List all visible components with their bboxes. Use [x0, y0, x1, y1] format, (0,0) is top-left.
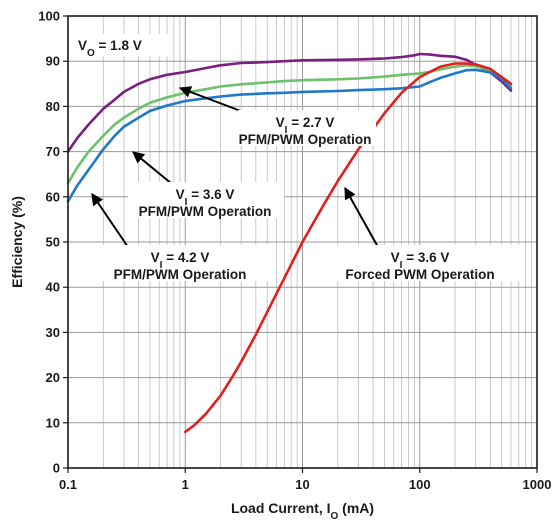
chart-series-group — [66, 52, 513, 434]
y-tick-label: 70 — [46, 144, 60, 159]
annotation-symbol: V — [151, 250, 160, 265]
tick-labels: 0.1 1 10 100 1000 0 10 20 30 40 50 60 70 80 90 100 — [38, 9, 551, 493]
y-tick-label: 30 — [46, 325, 60, 340]
annotation-subscript: I — [400, 260, 403, 271]
x-axis-title-subscript: O — [331, 511, 339, 522]
annotation-text: PFM/PWM Operation — [114, 267, 247, 282]
x-tick-label: 1000 — [523, 477, 552, 492]
y-tick-label: 80 — [46, 99, 60, 114]
y-tick-label: 60 — [46, 189, 60, 204]
annotation-value: = 2.7 V — [287, 115, 334, 130]
x-tick-label: 0.1 — [59, 477, 77, 492]
arrow-vi36f — [344, 186, 379, 248]
annotation-symbol: V — [176, 187, 185, 202]
annotation-line: PFM/PWM Operation — [139, 204, 272, 219]
arrow-vi36 — [132, 151, 173, 185]
y-axis-title: Efficiency (%) — [9, 196, 25, 288]
arrow-vi42 — [91, 193, 129, 248]
x-axis-title-main: Load Current, I — [231, 500, 331, 516]
annotation-background — [325, 245, 525, 281]
y-tick-label: 100 — [38, 9, 60, 24]
annotation-line: VO = 1.8 V — [78, 38, 142, 59]
series-line-vi-2-7 — [66, 52, 513, 153]
y-tick-label: 0 — [53, 461, 60, 476]
annotation-line: VI = 2.7 V — [276, 115, 335, 136]
y-tick-label: 90 — [46, 54, 60, 69]
x-tick-label: 100 — [409, 477, 431, 492]
annotation-background — [128, 182, 284, 218]
annotation-background — [74, 34, 172, 56]
annotation-line: PFM/PWM Operation — [114, 267, 247, 282]
annotation-vo: VO = 1.8 V — [74, 34, 172, 59]
series-line-vi-3-6-pfm — [66, 64, 513, 185]
series-line-vi-4-2 — [66, 68, 513, 203]
series-line-vi-3-6-forced — [184, 62, 513, 434]
annotation-background — [238, 110, 376, 146]
annotation-subscript: I — [285, 125, 288, 136]
annotation-line: VI = 3.6 V — [391, 250, 450, 271]
annotation-value: = 1.8 V — [95, 38, 142, 53]
x-axis-title-suffix: (mA) — [338, 500, 374, 516]
x-tick-label: 1 — [182, 477, 189, 492]
annotation-text: PFM/PWM Operation — [239, 132, 372, 147]
y-tick-label: 20 — [46, 370, 60, 385]
arrow-vi27 — [178, 86, 247, 114]
annotation-value: = 3.6 V — [187, 187, 234, 202]
annotation-text: Forced PWM Operation — [345, 267, 494, 282]
annotation-background — [86, 245, 268, 281]
annotation-line: Forced PWM Operation — [345, 267, 494, 282]
annotation-subscript: O — [87, 48, 95, 59]
annotation-symbol: V — [78, 38, 87, 53]
y-tick-label: 50 — [46, 235, 60, 250]
annotation-value: = 4.2 V — [162, 250, 209, 265]
x-axis-title: Load Current, IO (mA) — [231, 500, 374, 522]
annotation-symbol: V — [391, 250, 400, 265]
annotation-arrows — [91, 86, 379, 248]
annotation-subscript: I — [185, 197, 188, 208]
y-tick-label: 10 — [46, 415, 60, 430]
annotation-text: PFM/PWM Operation — [139, 204, 272, 219]
annotation-line: VI = 4.2 V — [151, 250, 210, 271]
annotation-value: = 3.6 V — [402, 250, 449, 265]
annotation-line: PFM/PWM Operation — [239, 132, 372, 147]
annotation-line: VI = 3.6 V — [176, 187, 235, 208]
y-tick-label: 40 — [46, 280, 60, 295]
x-tick-label: 10 — [295, 477, 309, 492]
annotation-symbol: V — [276, 115, 285, 130]
axis-titles: Load Current, IO (mA) Efficiency (%) — [9, 196, 374, 521]
annotation-subscript: I — [160, 260, 163, 271]
